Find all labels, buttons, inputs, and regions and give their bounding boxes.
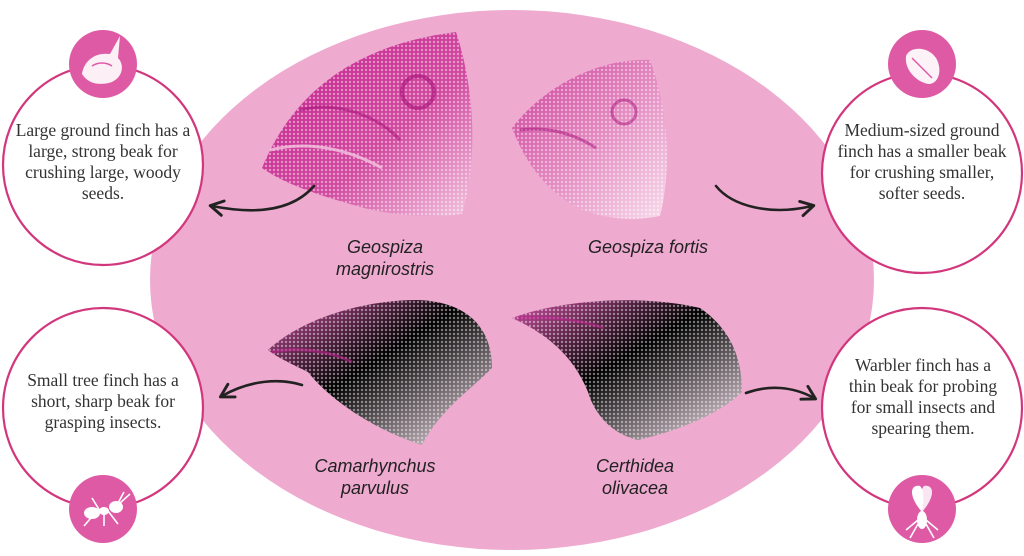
small-seed-icon: [888, 30, 956, 98]
background-oval: [150, 10, 874, 550]
species-name-line: magnirostris: [335, 259, 435, 279]
beak-geospiza-fortis: [512, 59, 667, 219]
arrow-to-warbler-finch: [744, 384, 818, 401]
species-name-line: Geospiza fortis: [587, 237, 709, 257]
species-label-certhidea-olivacea: Certhidea olivacea: [570, 455, 700, 499]
beak-geospiza-magnirostris: [262, 32, 473, 216]
description-small-tree-finch: Small tree finch has a short, sharp beak…: [27, 370, 179, 432]
description-warbler-finch: Warbler finch has a thin beak for probin…: [848, 355, 998, 438]
species-label-geospiza-fortis: Geospiza fortis: [558, 236, 738, 258]
ant-icon: [69, 475, 137, 543]
species-name-line: Geospiza: [346, 237, 424, 257]
description-large-ground-finch: Large ground finch has a large, strong b…: [15, 120, 191, 203]
species-label-geospiza-magnirostris: Geospiza magnirostris: [310, 236, 460, 280]
large-seed-icon: [69, 30, 137, 98]
species-name-line: parvulus: [340, 478, 410, 498]
arrow-to-medium-ground-finch: [714, 184, 816, 218]
description-medium-ground-finch: Medium-sized ground finch has a smaller …: [837, 120, 1007, 203]
species-name-line: Certhidea: [595, 456, 675, 476]
arrow-to-large-ground-finch: [208, 184, 316, 217]
species-name-line: Camarhynchus: [314, 456, 436, 476]
fly-icon: [888, 475, 956, 543]
arrow-to-small-tree-finch: [218, 379, 304, 399]
species-name-line: olivacea: [601, 478, 669, 498]
beak-certhidea-olivacea: [512, 300, 742, 440]
beak-camarhynchus-parvulus: [268, 300, 492, 445]
species-label-camarhynchus-parvulus: Camarhynchus parvulus: [300, 455, 450, 499]
